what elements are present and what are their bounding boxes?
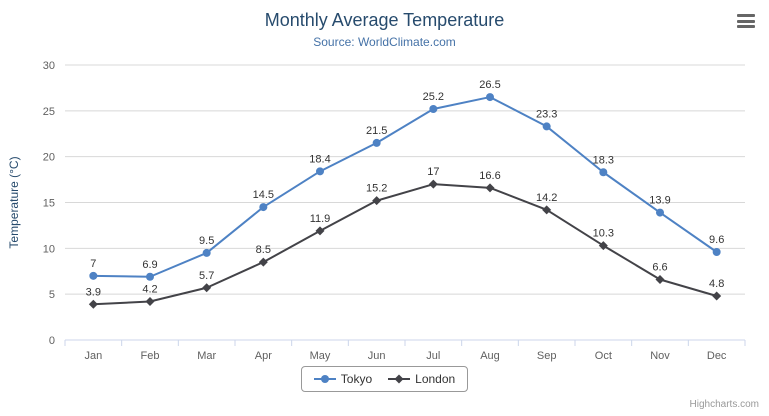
data-point-london[interactable] — [315, 226, 325, 236]
data-point-tokyo[interactable] — [146, 272, 154, 281]
data-label: 9.5 — [199, 235, 214, 247]
data-point-tokyo[interactable] — [486, 93, 494, 102]
data-label: 4.2 — [142, 284, 157, 296]
data-point-london[interactable] — [485, 183, 495, 193]
legend-item-london[interactable]: London — [388, 372, 455, 386]
data-label: 3.9 — [86, 286, 101, 298]
export-menu-button[interactable] — [737, 14, 755, 28]
y-axis-tick-label: 30 — [43, 60, 55, 72]
x-axis-category-label: Sep — [537, 350, 557, 362]
legend-box: Tokyo London — [300, 366, 469, 392]
data-label: 13.9 — [649, 195, 670, 207]
x-axis-category-label: Jun — [368, 350, 386, 362]
x-axis-category-label: Aug — [480, 350, 500, 362]
data-point-london[interactable] — [598, 241, 608, 251]
data-label: 26.5 — [479, 79, 500, 91]
x-axis-category-label: May — [310, 350, 331, 362]
diamond-marker-icon — [388, 374, 411, 384]
data-point-london[interactable] — [88, 299, 98, 309]
data-point-london[interactable] — [258, 257, 268, 267]
y-axis-tick-label: 10 — [43, 243, 55, 255]
x-axis-category-label: Jul — [426, 350, 440, 362]
data-label: 23.3 — [536, 108, 557, 120]
series-line-tokyo — [92, 96, 718, 278]
hamburger-icon — [737, 19, 755, 23]
hamburger-icon — [737, 14, 755, 17]
legend: Tokyo London — [0, 366, 769, 392]
data-label: 15.2 — [366, 183, 387, 195]
data-label: 9.6 — [709, 234, 724, 246]
data-label: 11.9 — [310, 213, 331, 225]
data-point-tokyo[interactable] — [89, 271, 98, 280]
y-axis-tick-label: 20 — [43, 152, 55, 164]
highcharts-credit[interactable]: Highcharts.com — [689, 399, 759, 410]
data-point-london[interactable] — [202, 283, 212, 293]
series-line-london — [92, 183, 718, 306]
data-label: 6.6 — [652, 262, 667, 274]
x-axis-category-label: Feb — [141, 350, 160, 362]
data-point-tokyo[interactable] — [656, 208, 664, 217]
data-label: 14.5 — [253, 189, 274, 201]
data-label: 14.2 — [536, 192, 557, 204]
x-axis-category-label: Apr — [255, 350, 272, 362]
circle-marker-icon — [313, 375, 336, 383]
data-label: 25.2 — [423, 91, 444, 103]
data-label: 18.3 — [593, 154, 614, 166]
data-point-london[interactable] — [655, 275, 665, 284]
data-label: 8.5 — [256, 244, 271, 256]
data-label: 4.8 — [709, 278, 724, 290]
x-axis-category-label: Jan — [84, 350, 102, 362]
data-label: 21.5 — [366, 125, 387, 137]
data-point-tokyo[interactable] — [259, 203, 268, 212]
legend-item-tokyo[interactable]: Tokyo — [313, 372, 373, 386]
data-label: 7 — [90, 258, 96, 270]
data-point-tokyo[interactable] — [316, 167, 324, 176]
data-label: 18.4 — [309, 153, 330, 165]
y-axis-tick-label: 5 — [49, 289, 55, 301]
data-point-tokyo[interactable] — [372, 138, 381, 147]
x-axis-category-label: Nov — [650, 350, 670, 362]
y-axis-tick-label: 15 — [43, 198, 55, 210]
data-point-tokyo[interactable] — [712, 248, 721, 256]
legend-label: London — [415, 372, 456, 386]
data-label: 5.7 — [199, 270, 214, 282]
data-point-london[interactable] — [542, 205, 552, 215]
chart-subtitle: Source: WorldClimate.com — [313, 35, 456, 49]
data-point-tokyo[interactable] — [542, 122, 551, 131]
data-point-london[interactable] — [372, 196, 382, 206]
data-point-tokyo[interactable] — [599, 168, 608, 177]
data-label: 6.9 — [142, 259, 157, 271]
legend-label: Tokyo — [340, 372, 373, 386]
x-axis-category-label: Mar — [197, 350, 216, 362]
x-axis-category-label: Dec — [707, 350, 727, 362]
data-point-london[interactable] — [428, 179, 438, 189]
y-axis-tick-label: 0 — [49, 335, 55, 347]
data-label: 17 — [427, 166, 439, 178]
data-label: 16.6 — [479, 170, 500, 182]
data-point-london[interactable] — [145, 297, 155, 306]
hamburger-icon — [737, 25, 755, 28]
data-point-london[interactable] — [712, 291, 722, 301]
data-label: 10.3 — [593, 228, 614, 240]
data-point-tokyo[interactable] — [429, 105, 438, 113]
data-point-tokyo[interactable] — [202, 248, 211, 257]
chart-title: Monthly Average Temperature — [264, 10, 505, 30]
y-axis-title: Temperature (°C) — [7, 156, 21, 248]
y-axis-tick-label: 25 — [43, 106, 55, 118]
x-axis-category-label: Oct — [595, 350, 612, 362]
